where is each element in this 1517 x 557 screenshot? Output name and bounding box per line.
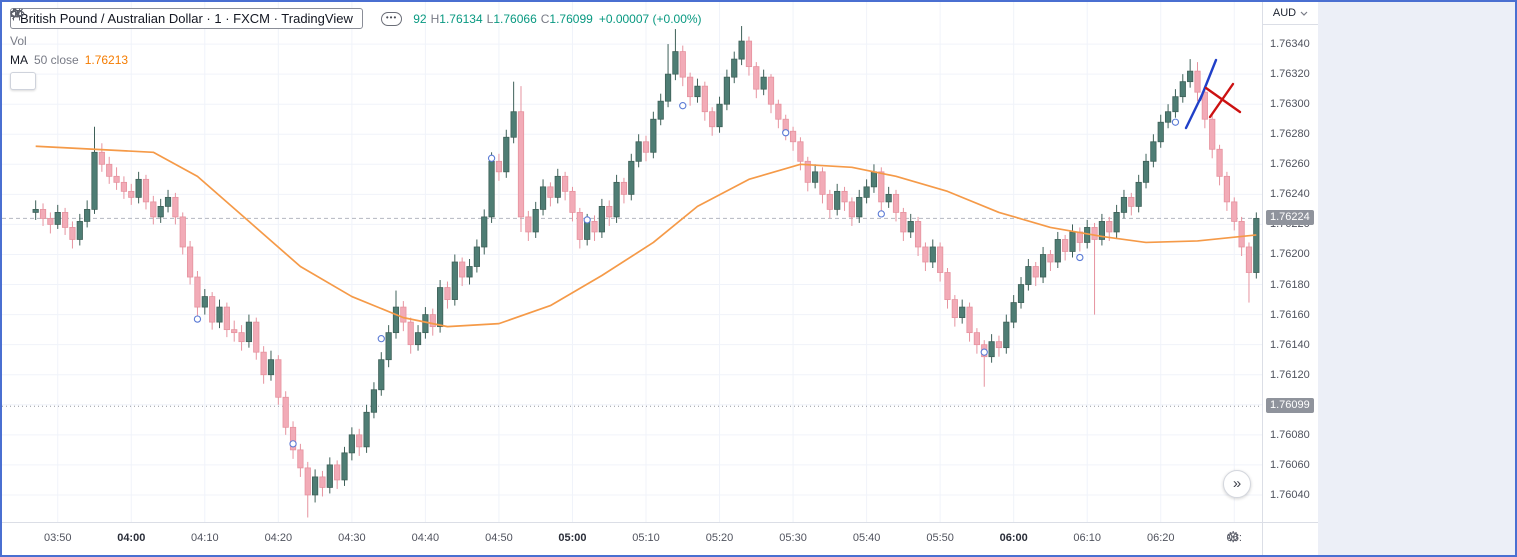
- price-tick-label: 1.76160: [1270, 308, 1310, 321]
- time-tick-label: 05:50: [926, 532, 954, 544]
- price-tick-label: 1.76320: [1270, 68, 1310, 81]
- bar-markers: [193, 102, 1180, 448]
- price-tick-label: 1.76140: [1270, 338, 1310, 351]
- time-tick-label: 04:20: [264, 532, 293, 544]
- time-tick-label: 04:10: [191, 532, 219, 544]
- time-tick-label: 04:00: [117, 532, 146, 544]
- time-tick-label: 05:20: [705, 532, 734, 544]
- price-tick-label: 1.76300: [1270, 98, 1310, 111]
- blue-trendline-drawing[interactable]: [1198, 58, 1218, 102]
- chart-area: British Pound / Australian Dollar · 1 · …: [2, 2, 1262, 522]
- last-price-badge: 1.76224: [1266, 210, 1314, 226]
- price-tick-label: 1.76080: [1270, 428, 1310, 441]
- price-tick-label: 1.76240: [1270, 188, 1310, 201]
- symbol-row: British Pound / Australian Dollar · 1 · …: [10, 8, 702, 29]
- close-label: C: [540, 11, 550, 26]
- ma-value: 1.76213: [84, 53, 129, 67]
- currency-label: AUD: [1272, 7, 1297, 19]
- low-label: L: [486, 11, 494, 26]
- candlestick-chart[interactable]: [2, 2, 1262, 522]
- ma-indicator-row[interactable]: MA 50 close 1.76213: [10, 53, 702, 67]
- time-axis[interactable]: ⚙ 03:50 04:00 04:10 04:20 04:30 04:40 04:50 05:…: [2, 522, 1262, 555]
- symbol-description[interactable]: British Pound / Australian Dollar · 1 · …: [10, 8, 363, 29]
- time-tick-label: 06:10: [1073, 532, 1101, 544]
- price-tick-label: 1.76180: [1270, 278, 1310, 291]
- close-value: 1.76099: [549, 11, 593, 26]
- candles: [32, 26, 1260, 518]
- open-value-partial: 92: [413, 11, 427, 26]
- price-axis[interactable]: AUD 1.76340 1.76320 1.76300 1.76280 1.76260 1…: [1262, 2, 1318, 522]
- red-cross-drawing[interactable]: [1208, 82, 1235, 119]
- price-tick-label: 1.76260: [1270, 158, 1310, 171]
- crosshair-price-badge: 1.76099: [1266, 398, 1314, 414]
- ohlc-values: 92 H1.76134 L1.76066 C1.76099 +0.00007 (+0.0…: [413, 12, 701, 26]
- high-value: 1.76134: [439, 11, 483, 26]
- scroll-to-realtime-button[interactable]: »: [1223, 470, 1251, 498]
- chart-legend: British Pound / Australian Dollar · 1 · …: [10, 8, 702, 90]
- price-tick-label: 1.76340: [1270, 38, 1310, 51]
- price-tick-label: 1.76060: [1270, 458, 1310, 471]
- chevron-down-icon: [1300, 7, 1308, 19]
- volume-indicator-row[interactable]: Vol: [10, 8, 702, 48]
- ma-title: MA: [10, 53, 28, 67]
- axis-corner: [1262, 522, 1318, 555]
- more-options-icon[interactable]: •••: [380, 11, 403, 26]
- time-tick-label: 05:30: [779, 532, 807, 544]
- grid-lines: [2, 2, 1262, 522]
- change-value: +0.00007 (+0.00%): [598, 11, 702, 26]
- time-tick-label: 03:50: [43, 532, 72, 544]
- time-tick-label: 05:10: [632, 532, 660, 544]
- time-tick-label: 06:00: [999, 532, 1028, 544]
- price-tick-label: 1.76200: [1270, 248, 1310, 261]
- time-tick-label: 06:: [1226, 532, 1242, 544]
- tradingview-chart-widget: British Pound / Australian Dollar · 1 · …: [2, 2, 1318, 555]
- time-tick-label: 04:50: [485, 532, 513, 544]
- high-label: H: [430, 11, 440, 26]
- time-tick-label: 06:20: [1146, 532, 1175, 544]
- time-tick-label: 04:30: [338, 532, 366, 544]
- price-tick-label: 1.76280: [1270, 128, 1310, 141]
- legend-collapse-button[interactable]: [10, 8, 36, 90]
- time-tick-label: 05:00: [558, 532, 587, 544]
- ma50-line[interactable]: [35, 145, 1257, 328]
- time-tick-label: 05:40: [852, 532, 881, 544]
- low-value: 1.76066: [493, 11, 537, 26]
- time-tick-label: 04:40: [411, 532, 440, 544]
- volume-label: Vol: [10, 34, 27, 48]
- price-tick-label: 1.76120: [1270, 368, 1310, 381]
- currency-toggle[interactable]: AUD: [1263, 2, 1318, 25]
- ma-params: 50 close: [34, 53, 79, 67]
- axis-settings-gear-icon[interactable]: ⚙: [1226, 529, 1240, 546]
- price-tick-label: 1.76040: [1270, 488, 1310, 501]
